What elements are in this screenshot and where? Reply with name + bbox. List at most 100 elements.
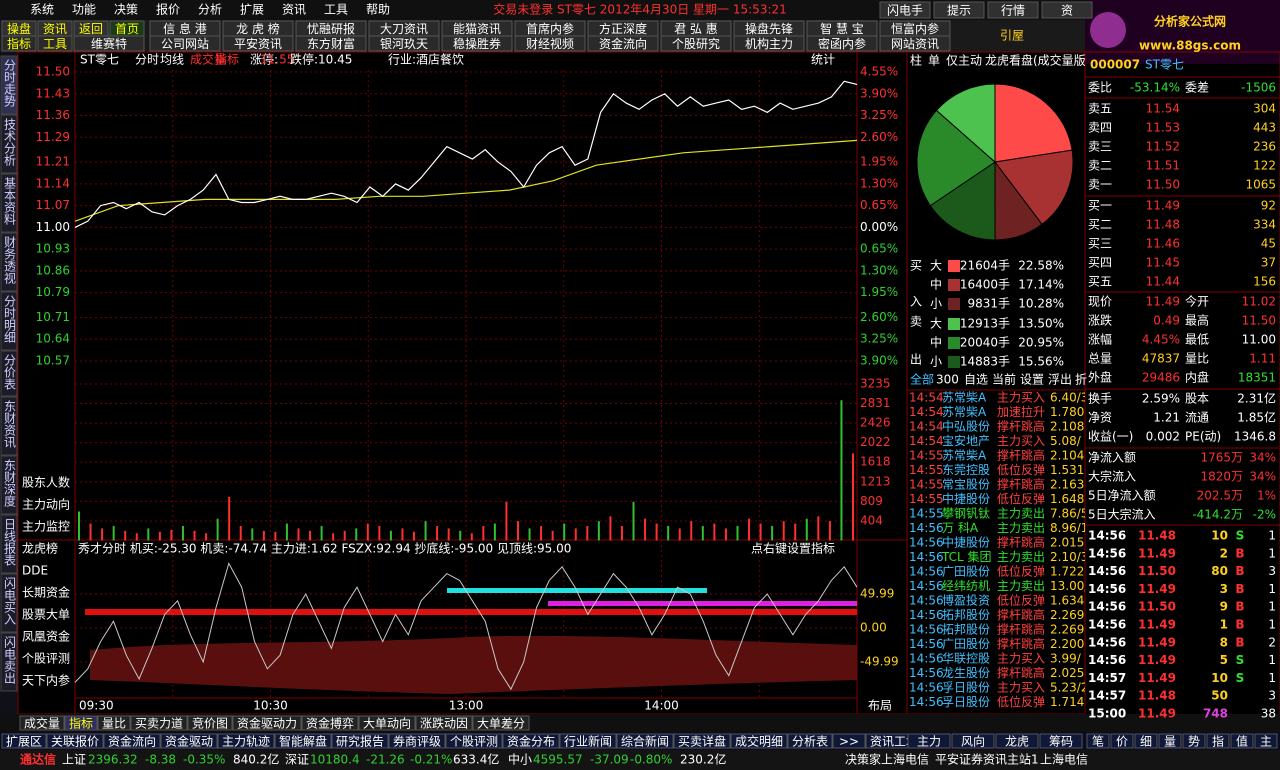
panel-tab[interactable]: 笔 [1092, 734, 1104, 749]
bottom-tab[interactable]: 资金分布 [507, 734, 555, 749]
menu-item[interactable]: 报价 [156, 2, 180, 17]
pie-tab[interactable]: 龙虎看盘(成交量版 [985, 53, 1086, 68]
signal-stock[interactable]: 中弘股份 [942, 419, 990, 434]
bottom-tab[interactable]: 扩展区 [6, 735, 42, 749]
signal-stock[interactable]: TCL 集团 [941, 549, 992, 564]
bottom-tab[interactable]: 买卖详盘 [678, 734, 726, 749]
toolbar-button[interactable]: 操盘 [7, 21, 31, 36]
toolbar-button[interactable]: 密函内参 [818, 36, 866, 51]
list-tab[interactable]: 折 [1075, 372, 1087, 387]
side-tab[interactable]: 闪电买入 [3, 577, 17, 625]
signal-stock[interactable]: 龙生股份 [942, 666, 990, 680]
bottom-tab[interactable]: >> [839, 735, 859, 749]
panel-tab[interactable]: 指 [1212, 734, 1224, 749]
toolbar-button[interactable]: 个股研究 [672, 36, 720, 51]
toolbar-button[interactable]: 网站资讯 [891, 37, 939, 51]
bottom-tab[interactable]: 主力轨迹 [222, 735, 270, 749]
signal-stock[interactable]: 华联控股 [942, 652, 990, 666]
pie-tab[interactable]: 柱 [910, 53, 922, 68]
toolbar-button[interactable]: 能猫资讯 [453, 22, 501, 36]
panel-tab[interactable]: 主 [1260, 735, 1272, 749]
toolbar-button[interactable]: 资讯 [43, 22, 67, 36]
pie-tab[interactable]: 单 [928, 54, 940, 68]
toolbar-button[interactable]: 东方财富 [307, 36, 355, 51]
side-tab[interactable]: 日线报表 [3, 518, 17, 566]
bottom-tab[interactable]: 个股评测 [450, 735, 498, 749]
signal-stock[interactable]: 拓邦股份 [942, 608, 990, 622]
side-tab[interactable]: 财务透视 [3, 236, 17, 284]
indicator-menu[interactable]: 长期资金 [22, 585, 70, 600]
list-tab[interactable]: 当前 [992, 372, 1016, 387]
toolbar-button[interactable]: 返回 [79, 22, 103, 36]
list-tab[interactable]: 自选 [964, 373, 988, 387]
side-tab[interactable]: 分价表 [3, 354, 17, 390]
signal-stock[interactable]: 广田股份 [942, 565, 990, 579]
bottom-tab[interactable]: 行业新闻 [564, 734, 612, 749]
side-tab[interactable]: 东财深度 [3, 459, 17, 507]
signal-stock[interactable]: 经纬纺机 [942, 579, 990, 593]
bottom-tab[interactable]: 关联报价 [51, 734, 99, 749]
toolbar-button[interactable]: 稳操胜券 [453, 36, 501, 51]
indicator-menu[interactable]: 股东人数 [22, 475, 70, 490]
signal-stock[interactable]: 苏常柴A [942, 391, 987, 405]
bottom-tab[interactable]: 大单差分 [477, 717, 525, 731]
menu-item[interactable]: 扩展 [240, 3, 264, 17]
panel-tab[interactable]: 风向 [961, 734, 985, 749]
side-tab[interactable]: 分时走势 [3, 59, 17, 107]
panel-tab[interactable]: 筹码 [1049, 735, 1073, 749]
bottom-tab[interactable]: 券商评级 [393, 734, 441, 749]
signal-stock[interactable]: 宝安地产 [942, 433, 990, 448]
side-tab[interactable]: 分时明细 [3, 295, 17, 343]
side-tab[interactable]: 基本资料 [3, 177, 17, 225]
menu-item[interactable]: 资讯 [282, 3, 306, 17]
bottom-tab[interactable]: 涨跌动因 [420, 716, 468, 731]
bottom-tab[interactable]: 买卖力道 [135, 717, 183, 731]
toolbar-button[interactable]: 首席内参 [526, 21, 574, 36]
top-button[interactable]: 提示 [947, 3, 971, 18]
list-tab[interactable]: 浮出 [1048, 373, 1072, 387]
indicator-menu[interactable]: DDE [22, 564, 48, 578]
signal-stock[interactable]: 中捷股份 [942, 535, 990, 550]
bottom-tab[interactable]: 成交明细 [735, 734, 783, 749]
indicator-menu[interactable]: 个股评测 [22, 652, 70, 666]
bottom-tab[interactable]: 成交量 [24, 716, 60, 731]
menu-item[interactable]: 帮助 [366, 3, 390, 17]
toolbar-button[interactable]: 资金流向 [599, 36, 647, 51]
bottom-tab[interactable]: 智能解盘 [279, 734, 327, 749]
panel-tab[interactable]: 值 [1236, 734, 1248, 749]
menu-item[interactable]: 决策 [114, 3, 138, 17]
list-tab[interactable]: 设置 [1020, 373, 1044, 387]
pie-tab[interactable]: 仅主动 [946, 54, 982, 68]
indicator-menu[interactable]: 天下内参 [22, 673, 70, 688]
signal-stock[interactable]: 苏常柴A [942, 405, 987, 419]
signal-stock[interactable]: 拓邦股份 [942, 623, 990, 637]
bottom-tab[interactable]: 指标 [69, 716, 93, 731]
bottom-tab[interactable]: 研究报告 [336, 734, 384, 749]
toolbar-button[interactable]: 首页 [115, 22, 139, 36]
toolbar-button[interactable]: 维赛特 [91, 36, 127, 51]
toolbar-button[interactable]: 机构主力 [745, 36, 793, 51]
bottom-tab[interactable]: 竞价图 [192, 717, 228, 731]
panel-tab[interactable]: 龙虎 [1005, 735, 1029, 749]
bottom-tab[interactable]: 资金流向 [108, 734, 156, 749]
toolbar-button[interactable]: 智 慧 宝 [820, 21, 864, 36]
list-tab[interactable]: 全部 [910, 372, 934, 387]
toolbar-button[interactable]: 忧融研报 [307, 21, 355, 36]
toolbar-button[interactable]: 恒富内参 [891, 21, 939, 36]
toolbar-button[interactable]: 财经视频 [526, 36, 574, 51]
signal-stock[interactable]: 万 科A [942, 521, 979, 535]
signal-stock[interactable]: 博盈投资 [942, 593, 990, 608]
signal-stock[interactable]: 攀钢钒钛 [942, 506, 990, 521]
signal-stock[interactable]: 孚日股份 [942, 695, 990, 709]
signal-stock[interactable]: 孚日股份 [942, 681, 990, 695]
bottom-tab[interactable]: 资讯工场 [870, 735, 918, 749]
list-tab[interactable]: 300 [936, 373, 959, 387]
toolbar-button[interactable]: 君 弘 惠 [674, 22, 718, 36]
indicator-menu[interactable]: 龙虎榜 [22, 541, 58, 556]
signal-stock[interactable]: 苏常柴A [942, 449, 987, 463]
toolbar-button[interactable]: 工具 [43, 37, 67, 51]
panel-tab[interactable]: 量 [1164, 735, 1176, 749]
menu-item[interactable]: 功能 [72, 3, 96, 17]
signal-stock[interactable]: 常宝股份 [942, 478, 990, 492]
bottom-tab[interactable]: 分析表 [792, 735, 828, 749]
